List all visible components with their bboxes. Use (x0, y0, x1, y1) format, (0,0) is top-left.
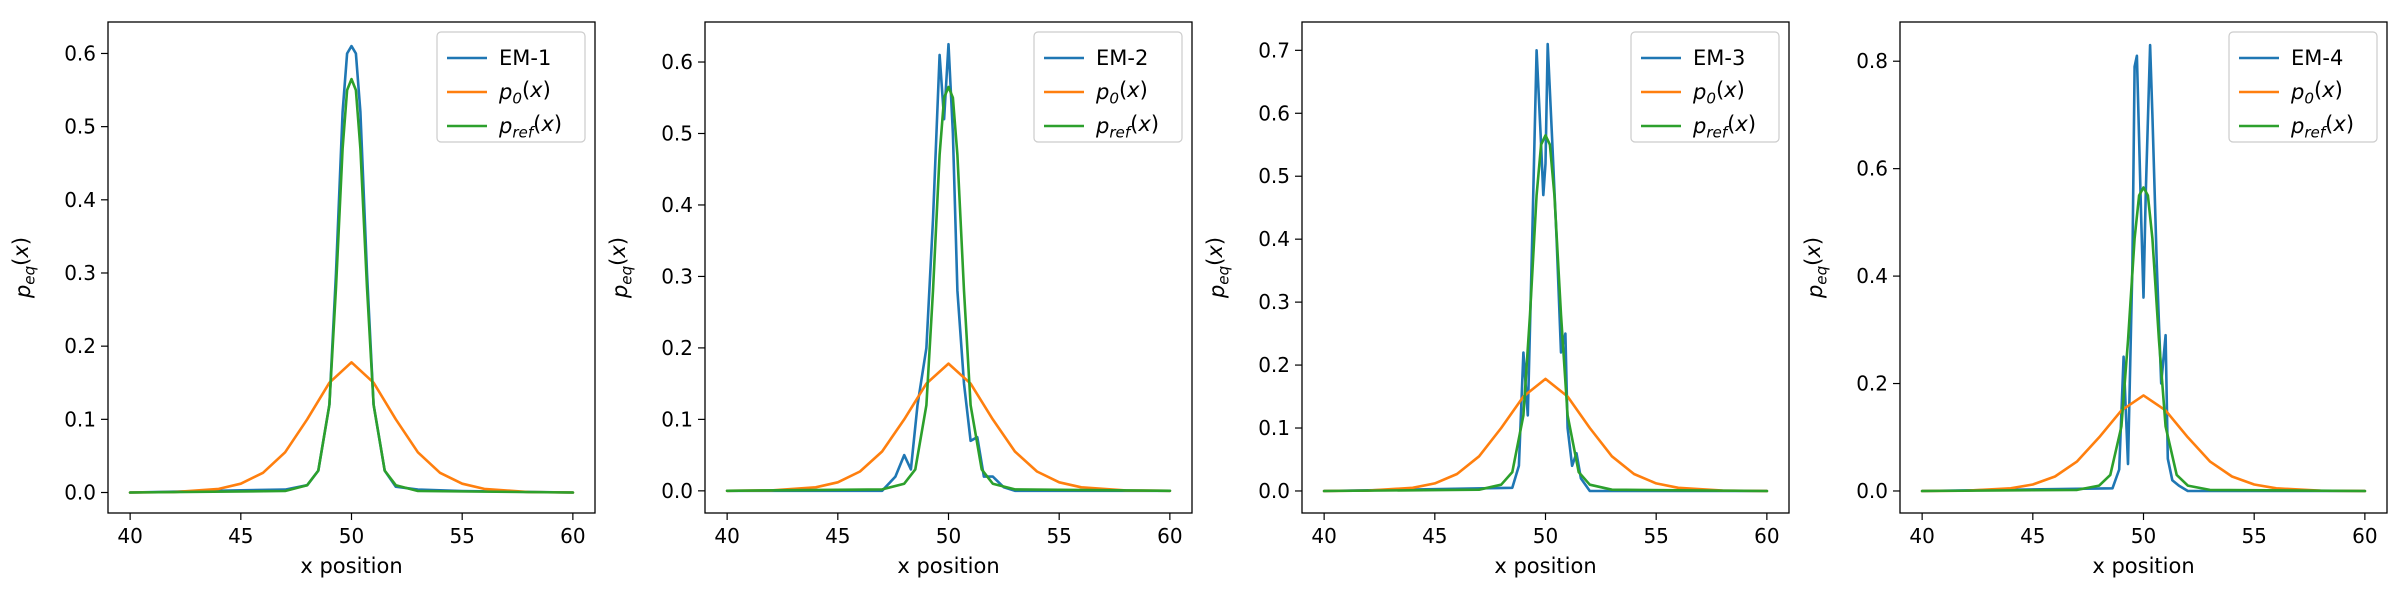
x-axis-label: x position (1494, 554, 1596, 578)
y-tick-label: 0.1 (64, 407, 96, 431)
legend: EM-3 p0(x) pref(x) (1630, 31, 1780, 143)
series-line-2 (1322, 377, 1769, 493)
y-axis-label: peq(x) (1203, 237, 1232, 299)
legend-label-2: p0(x) (1095, 78, 1148, 107)
x-tick-label: 45 (825, 524, 850, 548)
legend-label-3: pref(x) (1095, 112, 1159, 141)
legend-label-1: EM-3 (1693, 46, 1745, 70)
y-tick-label: 0.6 (1856, 157, 1888, 181)
chart-panel-4: 40 45 50 55 60 0.0 0.2 0.4 0.6 0.8 x position peq(x… (1801, 21, 2388, 578)
x-tick-label: 40 (117, 524, 142, 548)
y-tick-label: 0.4 (64, 188, 96, 212)
y-tick-label: 0.5 (661, 121, 693, 145)
x-tick-label: 40 (714, 524, 739, 548)
y-tick-label: 0.6 (661, 50, 693, 74)
legend-box (2228, 31, 2378, 143)
y-tick-label: 0.2 (1856, 372, 1888, 396)
x-tick-label: 50 (339, 524, 364, 548)
y-tick-label: 0.6 (64, 41, 96, 65)
y-tick-label: 0.5 (64, 115, 96, 139)
chart-panel-1: 40 45 50 55 60 0.0 0.1 0.2 0.3 0.4 0.5 0.6 x positio… (9, 21, 596, 578)
x-tick-label: 60 (1157, 524, 1182, 548)
legend-label-3: pref(x) (2290, 112, 2354, 141)
series-line-3 (1322, 134, 1769, 493)
series-line-2 (128, 360, 575, 494)
legend-label-3: pref(x) (1692, 112, 1756, 141)
x-tick-label: 50 (936, 524, 961, 548)
y-tick-label: 0.4 (1258, 227, 1290, 251)
series-group (725, 42, 1172, 493)
legend: EM-2 p0(x) pref(x) (1033, 31, 1183, 143)
legend-label-1: EM-2 (1096, 46, 1148, 70)
x-tick-label: 50 (1533, 524, 1558, 548)
y-tick-label: 0.3 (661, 264, 693, 288)
x-tick-label: 40 (1311, 524, 1336, 548)
legend-box (1630, 31, 1780, 143)
y-tick-label: 0.2 (661, 336, 693, 360)
y-tick-label: 0.0 (1856, 479, 1888, 503)
y-tick-label: 0.3 (1258, 290, 1290, 314)
y-tick-label: 0.2 (1258, 353, 1290, 377)
legend-label-1: EM-4 (2291, 46, 2343, 70)
series-line-2 (1920, 394, 2367, 493)
series-line-3 (725, 85, 1172, 493)
legend-label-2: p0(x) (2290, 78, 2343, 107)
series-group (128, 44, 575, 494)
series-line-2 (725, 362, 1172, 493)
series-line-1 (725, 42, 1172, 493)
x-tick-label: 50 (2131, 524, 2156, 548)
x-tick-label: 60 (1754, 524, 1779, 548)
x-tick-label: 55 (1643, 524, 1668, 548)
y-tick-label: 0.8 (1856, 49, 1888, 73)
legend-label-2: p0(x) (1692, 78, 1745, 107)
x-tick-label: 45 (2020, 524, 2045, 548)
y-tick-label: 0.0 (1258, 479, 1290, 503)
y-tick-label: 0.3 (64, 261, 96, 285)
legend: EM-1 p0(x) pref(x) (436, 31, 586, 143)
x-tick-label: 40 (1909, 524, 1934, 548)
y-tick-label: 0.4 (1856, 264, 1888, 288)
x-axis-label: x position (2092, 554, 2194, 578)
series-group (1322, 42, 1769, 493)
series-line-3 (128, 77, 575, 494)
x-tick-label: 45 (1422, 524, 1447, 548)
y-tick-label: 0.1 (661, 407, 693, 431)
y-tick-label: 0.5 (1258, 164, 1290, 188)
series-line-3 (1920, 186, 2367, 493)
x-tick-label: 60 (2352, 524, 2377, 548)
x-tick-label: 55 (449, 524, 474, 548)
x-tick-label: 60 (560, 524, 585, 548)
legend-label-1: EM-1 (499, 46, 551, 70)
x-tick-label: 45 (228, 524, 253, 548)
y-tick-label: 0.1 (1258, 416, 1290, 440)
x-tick-label: 55 (2241, 524, 2266, 548)
y-axis-label: peq(x) (1801, 237, 1830, 299)
legend: EM-4 p0(x) pref(x) (2228, 31, 2378, 143)
y-tick-label: 0.4 (661, 193, 693, 217)
y-tick-label: 0.0 (661, 479, 693, 503)
legend-box (1033, 31, 1183, 143)
x-axis-label: x position (897, 554, 999, 578)
chart-panel-3: 40 45 50 55 60 0.0 0.1 0.2 0.3 0.4 0.5 0.6 0.7 x posi… (1203, 21, 1790, 578)
legend-box (436, 31, 586, 143)
x-axis-label: x position (300, 554, 402, 578)
y-axis-label: peq(x) (606, 237, 635, 299)
y-tick-label: 0.6 (1258, 101, 1290, 125)
y-axis-label: peq(x) (9, 237, 38, 299)
legend-label-2: p0(x) (498, 78, 551, 107)
chart-panel-2: 40 45 50 55 60 0.0 0.1 0.2 0.3 0.4 0.5 0.6 x positio… (606, 21, 1193, 578)
y-tick-label: 0.2 (64, 334, 96, 358)
series-group (1920, 43, 2367, 493)
x-tick-label: 55 (1046, 524, 1071, 548)
y-tick-label: 0.7 (1258, 38, 1290, 62)
legend-label-3: pref(x) (498, 112, 562, 141)
y-tick-label: 0.0 (64, 481, 96, 505)
